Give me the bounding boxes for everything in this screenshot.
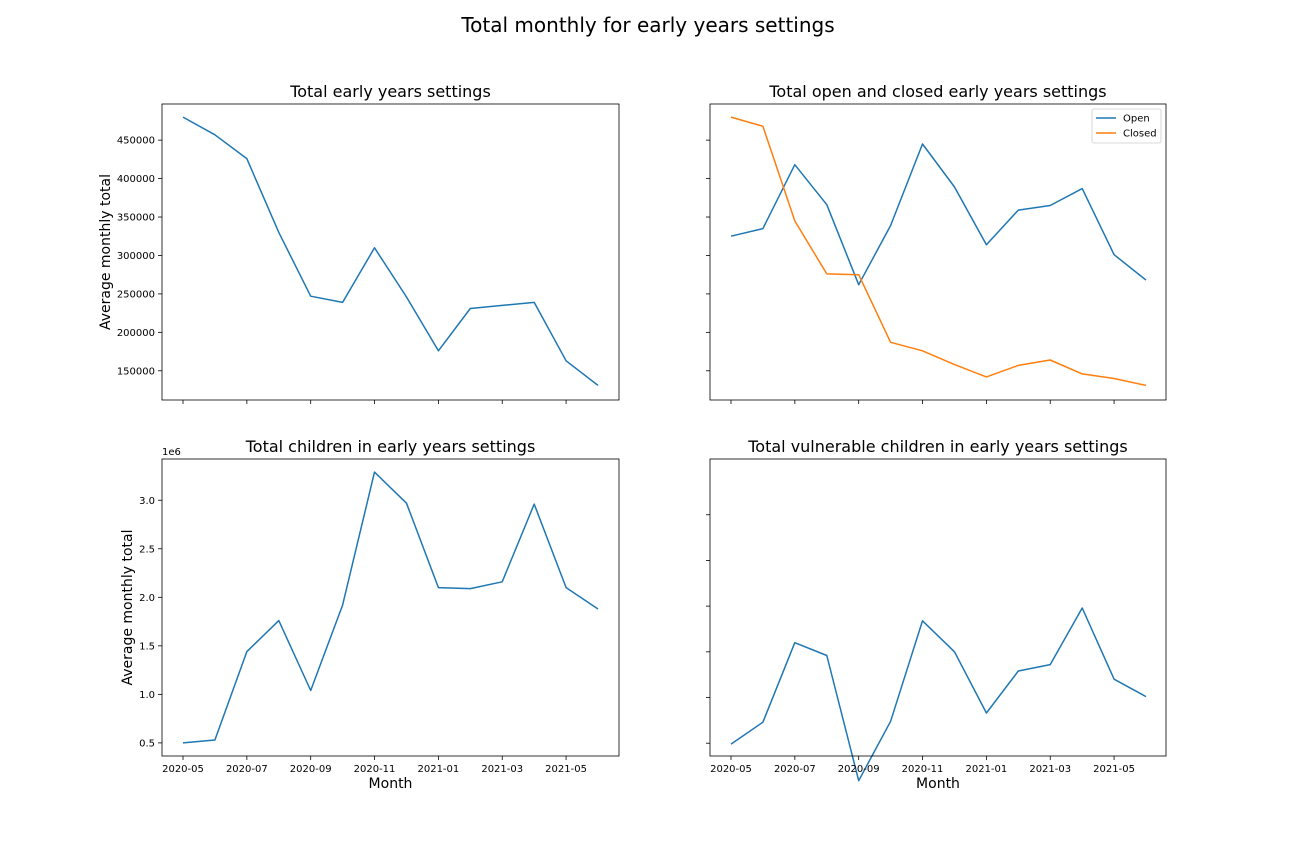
- x-tick-label: 2020-05: [162, 764, 204, 775]
- series-line-0: [730, 607, 1147, 782]
- panel-title: Total children in early years settings: [245, 437, 536, 456]
- axes-frame: [161, 103, 620, 401]
- axes-frame: [709, 458, 1167, 757]
- series-line-open: [730, 143, 1147, 286]
- y-tick-label: 1.5: [139, 641, 155, 652]
- y-axis-label: Average monthly total: [120, 529, 136, 685]
- y-tick-label: 250000: [117, 289, 155, 300]
- y-tick-label: 450000: [117, 136, 155, 147]
- y-tick-label: 2.0: [139, 593, 155, 604]
- x-tick-label: 2021-03: [481, 764, 523, 775]
- x-axis-label: Month: [916, 776, 960, 792]
- panel-title: Total early years settings: [289, 82, 491, 101]
- y-tick-label: 200000: [117, 328, 155, 339]
- panel-total-children: Total children in early years settings 20…: [120, 437, 620, 792]
- legend-label-closed: Closed: [1123, 129, 1157, 140]
- y-tick-label: 1.0: [139, 690, 155, 701]
- figure-title: Total monthly for early years settings: [460, 13, 834, 37]
- x-tick-label: 2021-03: [1029, 764, 1071, 775]
- panel-title: Total open and closed early years settin…: [768, 82, 1106, 101]
- panel-title: Total vulnerable children in early years…: [747, 437, 1128, 456]
- series-line-0: [182, 116, 599, 386]
- y-tick-label: 2.5: [139, 544, 155, 555]
- y-offset-label: 1e6: [162, 447, 181, 458]
- panel-open-closed: Total open and closed early years settin…: [706, 82, 1167, 404]
- series-line-closed: [730, 116, 1147, 387]
- x-tick-label: 2021-01: [965, 764, 1007, 775]
- axes-frame: [161, 458, 620, 757]
- series-line-0: [182, 471, 599, 744]
- x-tick-label: 2020-09: [838, 764, 880, 775]
- y-tick-label: 400000: [117, 174, 155, 185]
- x-tick-label: 2020-05: [710, 764, 752, 775]
- x-tick-label: 2020-07: [774, 764, 816, 775]
- y-tick-label: 150000: [117, 366, 155, 377]
- y-tick-label: 0.5: [139, 738, 155, 749]
- x-tick-label: 2021-01: [417, 764, 459, 775]
- panel-vulnerable-children: Total vulnerable children in early years…: [706, 437, 1167, 792]
- x-axis-label: Month: [369, 776, 413, 792]
- y-tick-label: 3.0: [139, 496, 155, 507]
- axes-frame: [709, 103, 1167, 401]
- x-tick-label: 2020-09: [290, 764, 332, 775]
- y-axis-label: Average monthly total: [98, 174, 114, 330]
- panel-total-settings: Total early years settings 150000 200000 25…: [98, 82, 620, 404]
- x-tick-label: 2020-11: [354, 764, 396, 775]
- legend-label-open: Open: [1123, 114, 1150, 125]
- x-tick-label: 2020-11: [902, 764, 944, 775]
- y-tick-label: 300000: [117, 251, 155, 262]
- legend: Open Closed: [1091, 108, 1162, 144]
- x-tick-label: 2020-07: [226, 764, 268, 775]
- x-tick-label: 2021-05: [545, 764, 587, 775]
- x-tick-label: 2021-05: [1093, 764, 1135, 775]
- y-tick-label: 350000: [117, 213, 155, 224]
